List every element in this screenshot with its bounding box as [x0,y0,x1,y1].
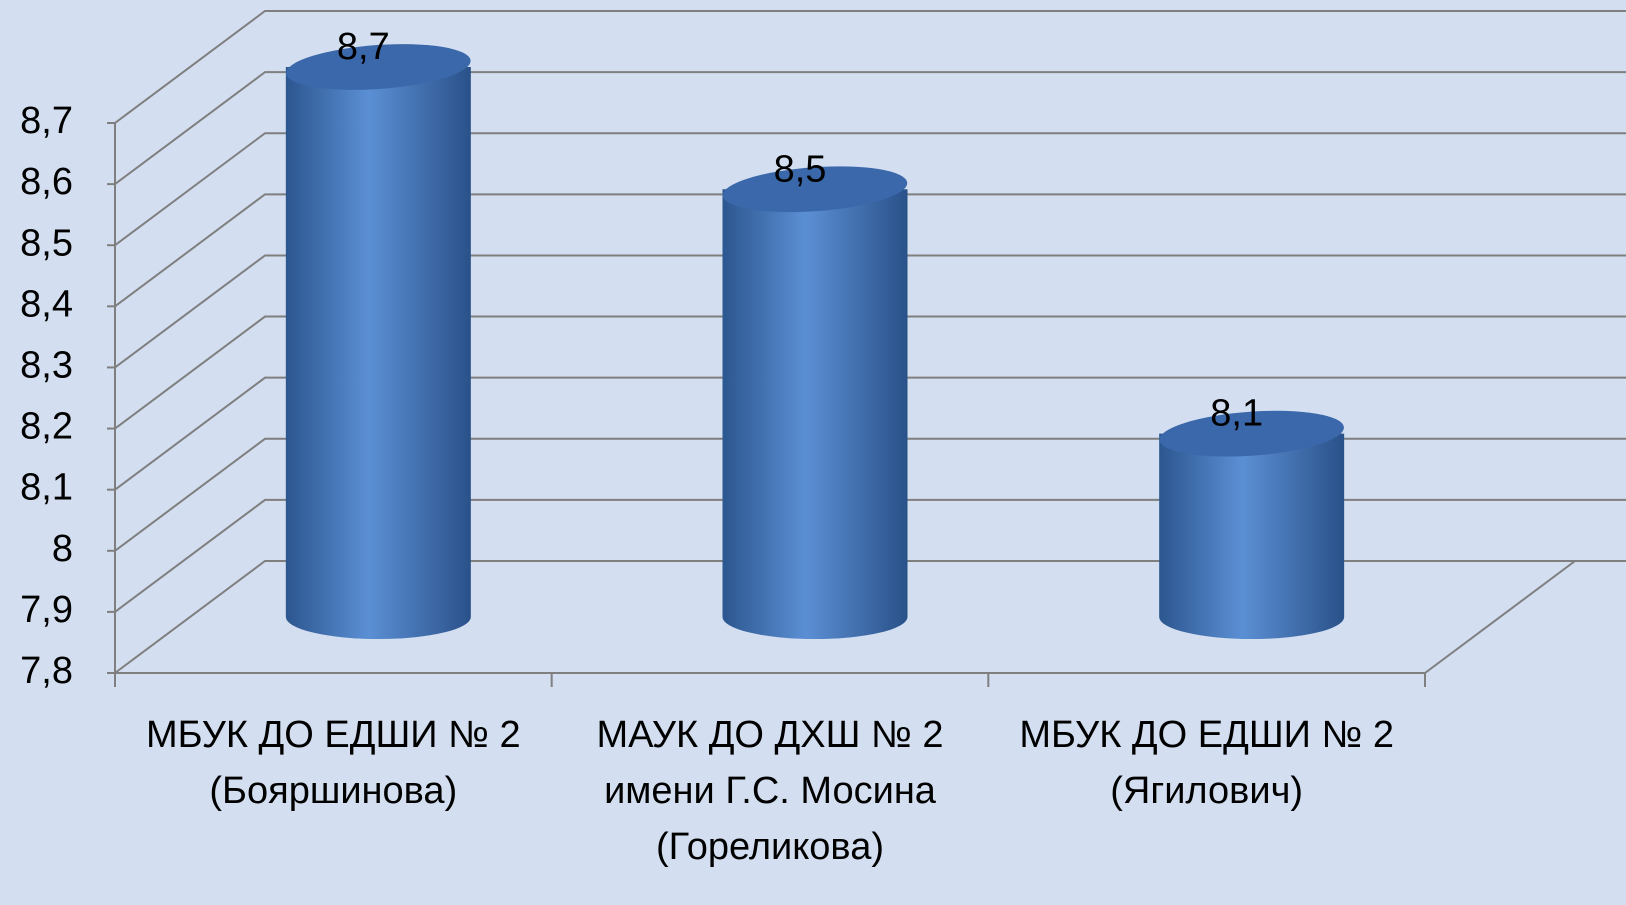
cylinder-body [1159,433,1345,639]
grid-line [114,254,1626,369]
y-tick-label: 8 [52,528,73,570]
grid-line [114,10,1626,124]
grid-line [114,71,1626,185]
bar [1159,410,1345,639]
grid-line [114,193,1626,308]
x-tick-label: МАУК ДО ДХШ № 2 имени Г.С. Мосина (Горел… [596,714,944,868]
cylinder-top [1159,410,1344,457]
grid-line [114,315,1626,430]
x-tick-label-box: МБУК ДО ЕДШИ № 2 (Бояршинова) [146,714,521,812]
data-label: 8,1 [1210,393,1263,435]
cylinder-body [285,67,471,639]
y-tick-label: 8,3 [20,344,73,386]
cylinder-top [722,166,908,213]
y-tick-label: 7,9 [20,589,73,631]
x-tick-label: МБУК ДО ЕДШИ № 2 (Ягилович) [1019,714,1394,812]
x-tick-label: МБУК ДО ЕДШИ № 2 (Бояршинова) [146,714,521,812]
cylinder-top [286,44,471,90]
cylinder-body [722,189,908,639]
grid-line [114,132,1626,247]
y-tick-label: 8,5 [20,222,73,264]
y-tick-label: 8,4 [20,283,73,325]
grid-line [114,376,1626,491]
data-label: 8,5 [774,148,827,190]
y-tick-label: 8,6 [20,161,73,203]
y-tick-label: 7,8 [20,650,73,692]
bar [722,166,908,639]
y-tick-label: 8,1 [20,467,73,509]
bar [285,44,471,639]
y-tick-label: 8,7 [20,100,73,142]
data-label: 8,7 [337,26,390,68]
floor-edge [1424,560,1576,674]
x-tick-label-box: МБУК ДО ЕДШИ № 2 (Ягилович) [1019,714,1394,812]
x-tick-label-box: МАУК ДО ДХШ № 2 имени Г.С. Мосина (Горел… [596,714,944,868]
y-tick-label: 8,2 [20,406,73,448]
